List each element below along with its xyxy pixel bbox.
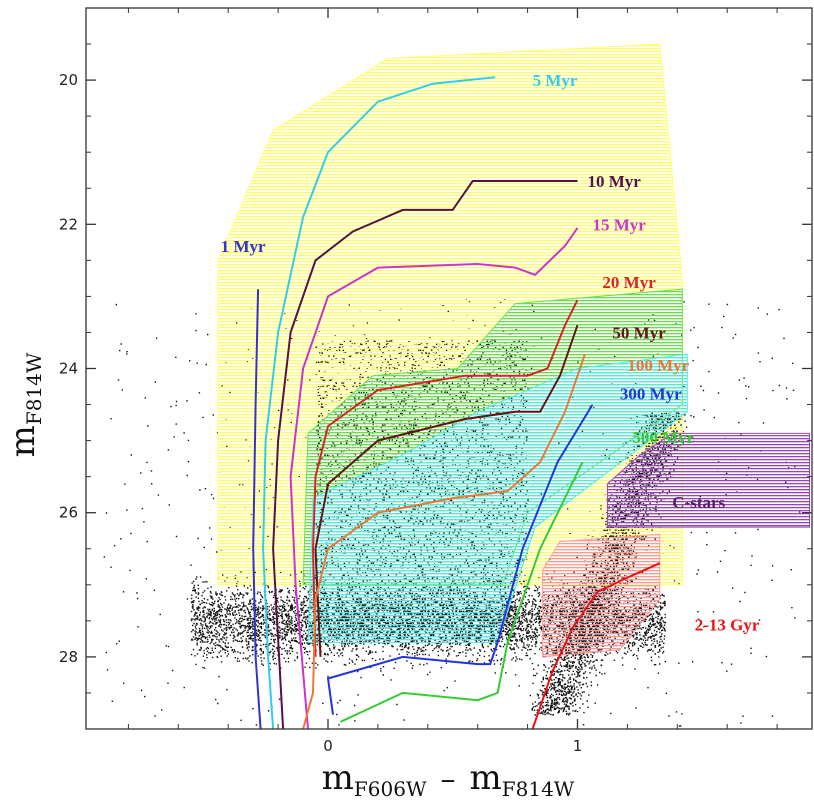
isochrone-5-myr	[262, 76, 496, 729]
x-axis-title-sub2: F814W	[502, 777, 575, 801]
y-tick-label: 26	[59, 504, 78, 522]
x-axis-title-minus: –	[441, 762, 456, 797]
label-300-myr: 300 Myr	[620, 385, 682, 404]
isochrone-1-myr	[252, 289, 262, 729]
x-tick-label: 1	[573, 737, 583, 755]
label-500-myr: 500 Myr	[632, 428, 694, 447]
x-axis-title-sub1: F606W	[354, 777, 427, 801]
x-tick-label: 0	[323, 737, 333, 755]
isochrone-100-myr	[302, 353, 586, 729]
axis-ticks: 20 22 24 26 28 0 1	[59, 8, 812, 755]
region-100-300-Myr-region	[307, 353, 688, 643]
isochrone-300-myr	[326, 404, 594, 715]
y-tick-label: 22	[59, 215, 78, 233]
region-c-stars-region	[606, 432, 810, 528]
x-axis-title-main-2: m	[470, 758, 502, 798]
label-100-myr: 100 Myr	[627, 356, 689, 375]
label-1-myr: 1 Myr	[221, 237, 266, 256]
isochrone-20-myr	[311, 299, 579, 657]
region-2-13-Gyr-region	[542, 533, 661, 658]
label-2-13-gyr: 2-13 Gyr	[695, 615, 760, 634]
y-axis-title-main: m	[3, 425, 43, 457]
isochrone-2-13-gyr	[531, 562, 661, 729]
x-axis-title-main: m	[322, 758, 354, 798]
label-c-stars: C-stars	[672, 493, 725, 512]
isochrone-lines	[252, 76, 661, 729]
y-tick-label: 28	[59, 648, 78, 666]
y-axis-title-sub: F814W	[22, 352, 46, 425]
label-5-myr: 5 Myr	[533, 71, 578, 90]
y-axis-title: mF814W	[3, 352, 46, 457]
x-axis-title: mF606W – mF814W	[322, 758, 575, 801]
population-regions	[217, 43, 810, 658]
label-50-myr: 50 Myr	[612, 323, 666, 342]
label-15-myr: 15 Myr	[592, 215, 646, 234]
isochrone-500-myr	[340, 461, 584, 723]
label-20-myr: 20 Myr	[602, 273, 656, 292]
y-tick-label: 20	[59, 71, 78, 89]
isochrone-50-myr	[314, 324, 579, 657]
y-tick-label: 24	[59, 360, 78, 378]
series-labels: 1 Myr 5 Myr 10 Myr 15 Myr 20 Myr 50 Myr 100 My…	[221, 71, 760, 634]
isochrone-15-myr	[289, 227, 579, 729]
isochrone-10-myr	[272, 180, 578, 729]
label-10-myr: 10 Myr	[587, 172, 641, 191]
